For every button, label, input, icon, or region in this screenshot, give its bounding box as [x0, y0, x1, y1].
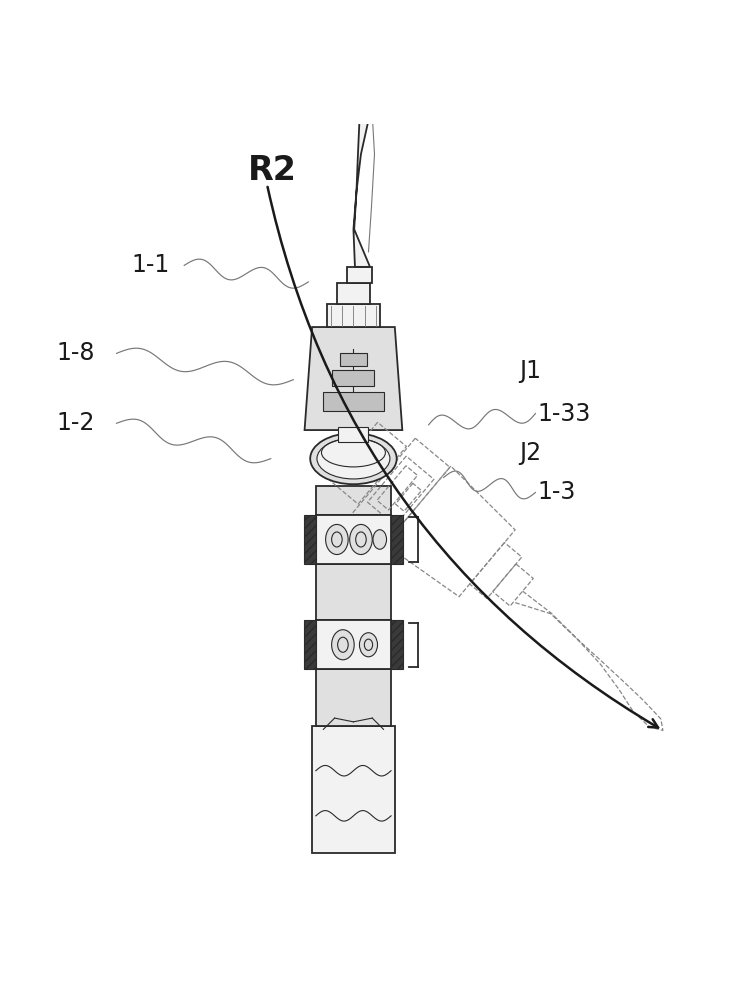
Bar [316, 564, 391, 620]
Ellipse shape [310, 433, 397, 484]
Text: R2: R2 [248, 154, 297, 187]
Text: 1-2: 1-2 [56, 411, 95, 435]
Bar [336, 283, 370, 304]
Ellipse shape [317, 438, 390, 479]
Bar [347, 267, 372, 283]
Text: 1-33: 1-33 [538, 402, 591, 426]
Ellipse shape [359, 633, 378, 657]
Polygon shape [353, 58, 378, 267]
Text: 1-8: 1-8 [56, 341, 95, 365]
Ellipse shape [332, 630, 354, 660]
Bar [391, 620, 403, 669]
Bar [327, 304, 380, 327]
Bar [338, 427, 368, 442]
Ellipse shape [326, 524, 348, 555]
Polygon shape [305, 327, 402, 430]
Bar [316, 486, 391, 515]
Bar [304, 620, 316, 669]
Bar [391, 515, 403, 564]
Ellipse shape [373, 530, 387, 549]
Text: J1: J1 [519, 359, 541, 383]
Bar [340, 353, 367, 366]
Text: 1-3: 1-3 [538, 480, 576, 504]
Bar [332, 370, 374, 386]
Ellipse shape [350, 524, 372, 555]
Bar [316, 669, 391, 726]
Bar [312, 726, 395, 853]
Bar [316, 620, 391, 669]
Text: 1-1: 1-1 [132, 253, 170, 277]
Bar [316, 515, 391, 564]
Text: J2: J2 [519, 441, 541, 465]
Bar [304, 515, 316, 564]
Bar [323, 392, 384, 411]
